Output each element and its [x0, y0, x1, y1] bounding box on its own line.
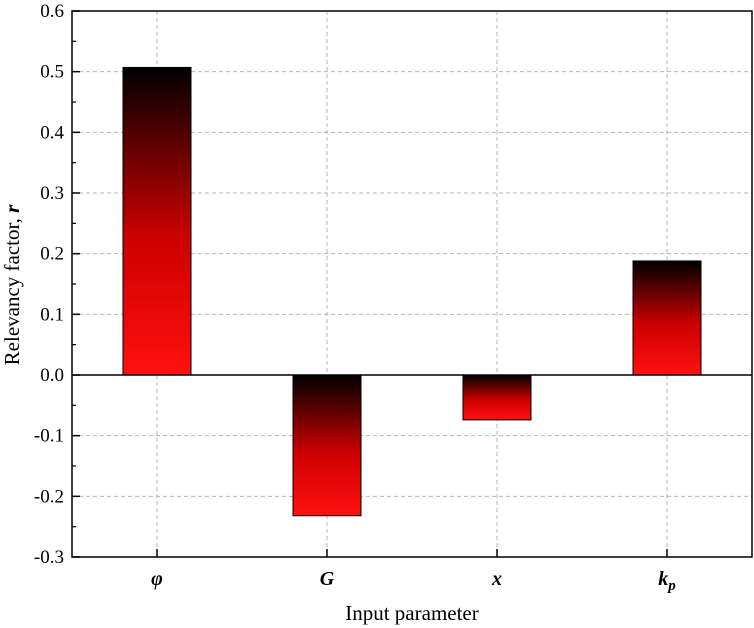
x-tick-label-text: k: [658, 568, 668, 590]
bar-1: [122, 66, 192, 376]
y-tick-label: -0.2: [34, 486, 64, 507]
y-axis-title: Relevancy factor, r: [0, 204, 24, 366]
y-tick-label: 0.0: [40, 365, 64, 386]
y-axis-title-text: Relevancy factor,: [0, 213, 24, 366]
axes: [71, 10, 753, 558]
y-axis-title-symbol: r: [0, 204, 24, 213]
x-tick-label-text: φ: [151, 568, 163, 590]
y-tick-label: 0.5: [40, 62, 64, 83]
x-tick-label: G: [320, 568, 335, 590]
x-tick-label: φ: [151, 568, 163, 590]
bar-3: [462, 374, 532, 421]
y-tick-label: -0.3: [34, 547, 64, 568]
y-tick-label: 0.2: [40, 244, 64, 265]
bar-4: [632, 260, 702, 376]
x-tick-label: x: [491, 568, 502, 590]
y-tick-label: -0.1: [34, 426, 64, 447]
bar-2: [292, 374, 362, 517]
x-tick-label-text: x: [491, 568, 502, 590]
x-axis-title: Input parameter: [345, 601, 479, 625]
y-tick-label: 0.4: [40, 122, 64, 143]
x-tick-label: kp: [658, 568, 676, 594]
y-tick-label: 0.1: [40, 304, 64, 325]
y-tick-label: 0.6: [40, 1, 64, 22]
bars: [122, 66, 702, 517]
x-tick-label-text: G: [320, 568, 335, 590]
y-tick-label: 0.3: [40, 183, 64, 204]
x-tick-label-subscript: p: [666, 578, 676, 594]
